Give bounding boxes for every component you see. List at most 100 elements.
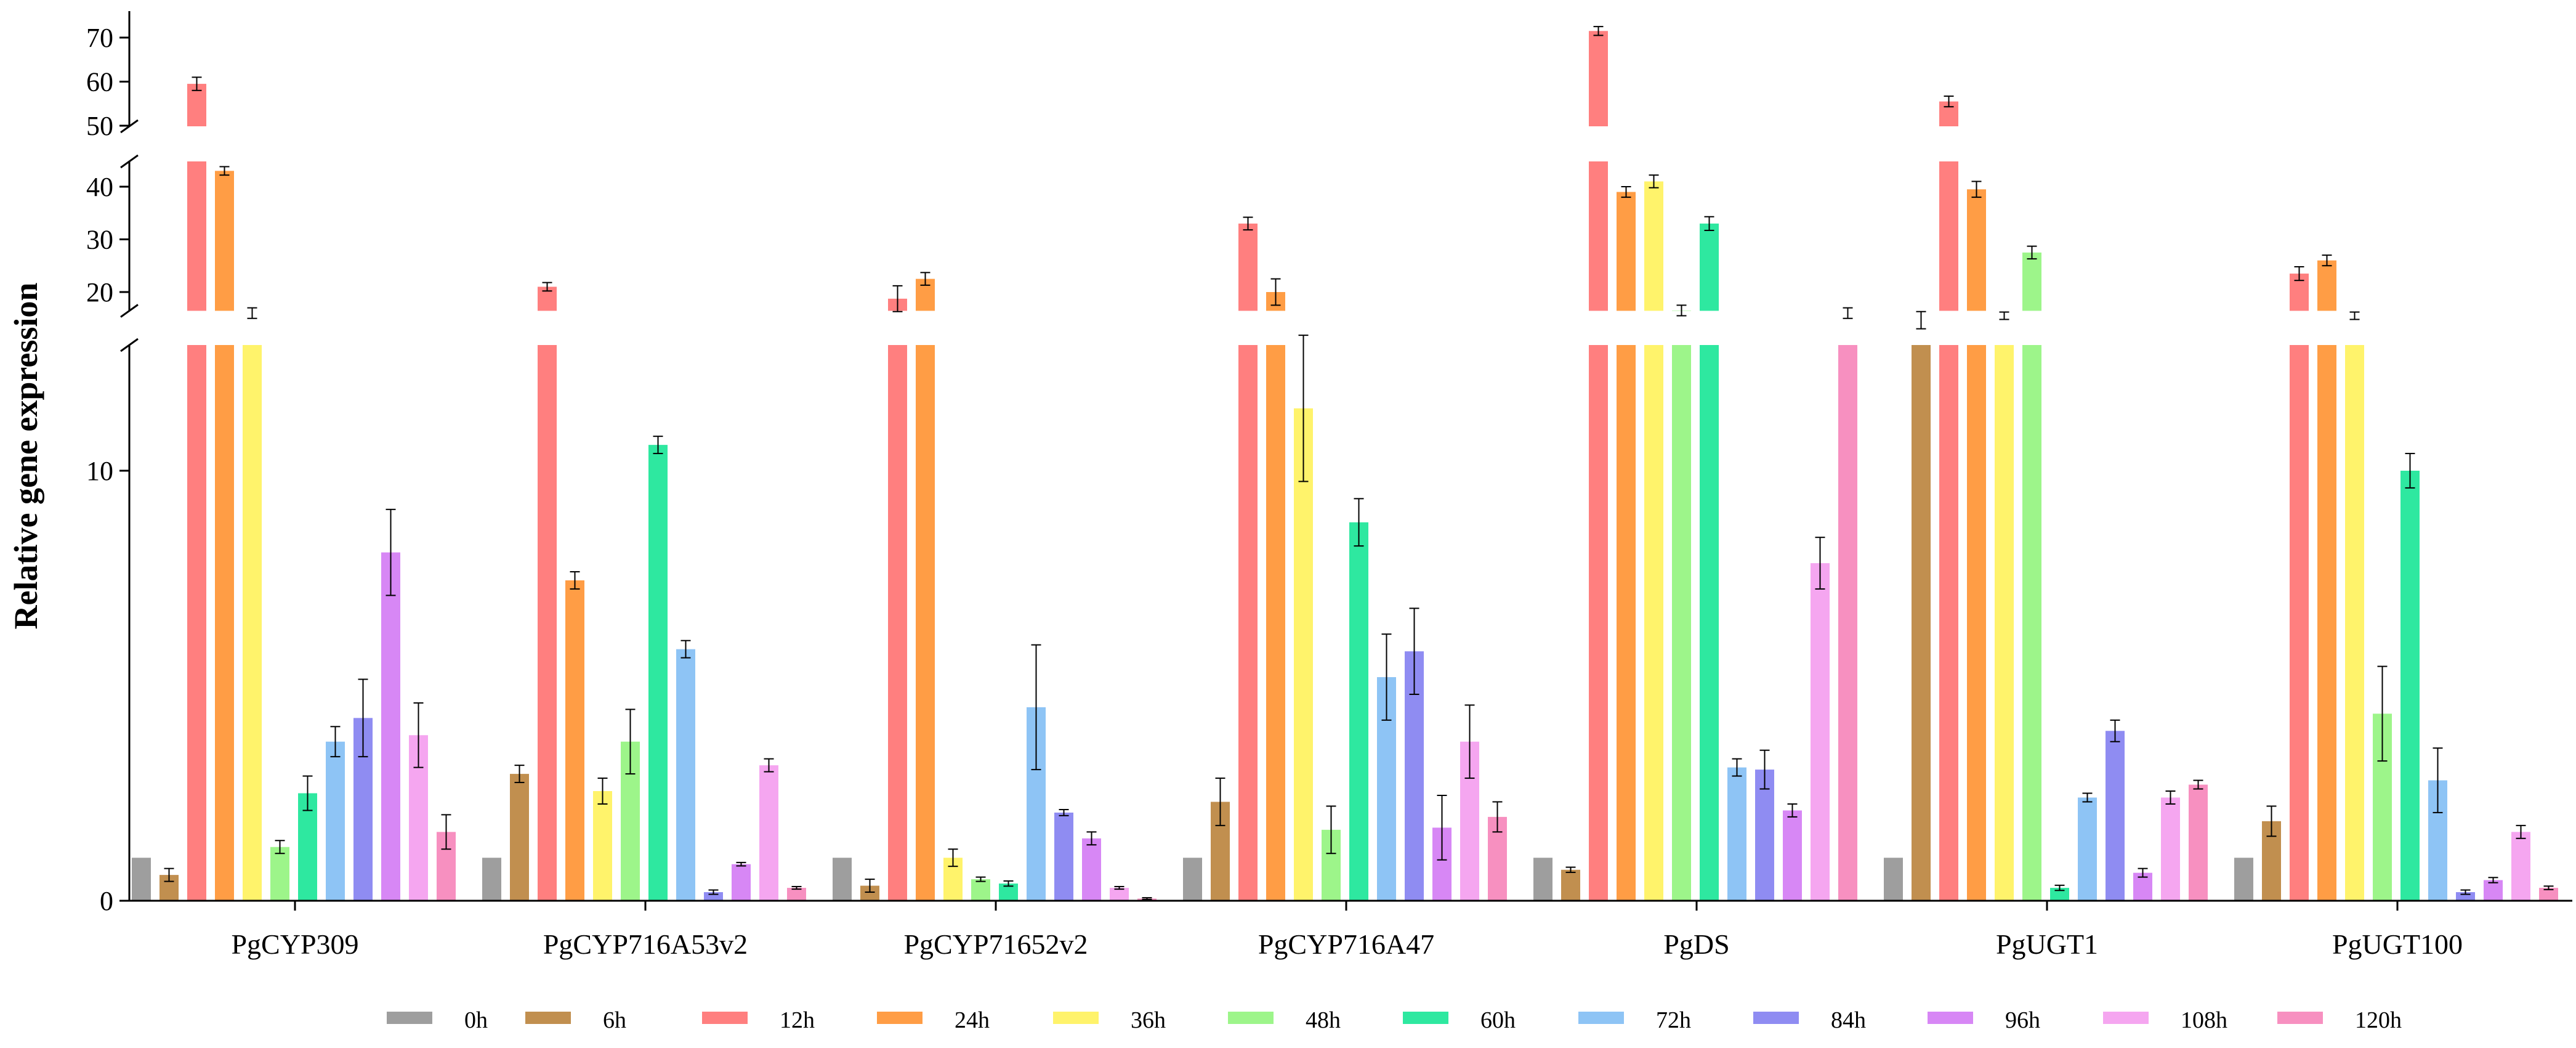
bar-36h-PgCYP716A47 bbox=[1294, 408, 1313, 901]
legend-label-96h: 96h bbox=[2005, 1007, 2040, 1033]
bar-12h-PgCYP309 bbox=[187, 84, 206, 901]
bar-60h-PgCYP716A53v2 bbox=[648, 445, 668, 901]
bar-60h-PgUGT100 bbox=[2400, 471, 2420, 901]
x-tick-label: PgUGT100 bbox=[2332, 928, 2463, 960]
bar-24h-PgDS bbox=[1617, 192, 1636, 901]
bar-24h-PgUGT100 bbox=[2317, 260, 2336, 901]
y-tick-label: 50 bbox=[86, 111, 113, 141]
bar-84h-PgDS bbox=[1755, 770, 1774, 901]
bar-60h-PgCYP309 bbox=[298, 793, 317, 901]
bar-0h-PgCYP71652v2 bbox=[833, 858, 852, 901]
bar-0h-PgCYP716A53v2 bbox=[482, 858, 501, 901]
x-tick-label: PgCYP716A47 bbox=[1258, 928, 1434, 960]
bar-36h-PgUGT1 bbox=[1995, 315, 2014, 901]
bar-120h-PgUGT100 bbox=[2539, 888, 2558, 901]
legend-label-72h: 72h bbox=[1656, 1007, 1691, 1033]
legend-swatch-24h bbox=[877, 1012, 923, 1024]
x-tick-label: PgDS bbox=[1663, 928, 1729, 960]
legend-label-60h: 60h bbox=[1480, 1007, 1516, 1033]
legend-label-24h: 24h bbox=[955, 1007, 990, 1033]
bar-72h-PgDS bbox=[1727, 767, 1746, 901]
bar-0h-PgUGT100 bbox=[2234, 858, 2253, 901]
legend-label-36h: 36h bbox=[1131, 1007, 1166, 1033]
bar-96h-PgUGT100 bbox=[2484, 880, 2503, 901]
x-tick-label: PgCYP309 bbox=[231, 928, 358, 960]
legend-swatch-36h bbox=[1053, 1012, 1099, 1024]
bar-6h-PgUGT1 bbox=[1912, 320, 1931, 901]
bar-60h-PgCYP716A47 bbox=[1349, 522, 1368, 901]
x-tick-label: PgUGT1 bbox=[1996, 928, 2098, 960]
y-tick-label: 60 bbox=[86, 67, 113, 97]
bar-48h-PgDS bbox=[1672, 310, 1691, 901]
bars-layer bbox=[132, 31, 2558, 901]
bar-12h-PgUGT1 bbox=[1939, 101, 1958, 901]
bar-108h-PgCYP716A53v2 bbox=[759, 765, 778, 901]
bar-24h-PgCYP716A47 bbox=[1266, 292, 1285, 901]
legend-swatch-12h bbox=[702, 1012, 748, 1024]
bar-108h-PgUGT100 bbox=[2511, 832, 2530, 901]
error-bars-layer bbox=[164, 26, 2554, 900]
bar-12h-PgCYP716A53v2 bbox=[538, 286, 557, 901]
y-axis-break-mark bbox=[120, 338, 139, 352]
legend-swatch-84h bbox=[1753, 1012, 1799, 1024]
legend-swatch-6h bbox=[525, 1012, 571, 1024]
legend-swatch-60h bbox=[1403, 1012, 1448, 1024]
legend-swatch-72h bbox=[1578, 1012, 1624, 1024]
bar-48h-PgCYP71652v2 bbox=[971, 879, 990, 901]
bar-96h-PgCYP71652v2 bbox=[1082, 838, 1101, 901]
bar-60h-PgUGT1 bbox=[2050, 888, 2069, 901]
bar-24h-PgCYP71652v2 bbox=[916, 278, 935, 901]
legend-swatch-96h bbox=[1928, 1012, 1973, 1024]
legend-label-0h: 0h bbox=[464, 1007, 488, 1033]
bar-84h-PgUGT1 bbox=[2106, 731, 2125, 901]
axis-break-gaps bbox=[131, 126, 2576, 345]
bar-120h-PgUGT1 bbox=[2189, 784, 2208, 901]
bar-12h-PgDS bbox=[1589, 31, 1608, 901]
x-tick-label: PgCYP71652v2 bbox=[903, 928, 1088, 960]
y-tick-label: 20 bbox=[86, 277, 113, 307]
bar-96h-PgCYP716A53v2 bbox=[732, 864, 751, 901]
legend-label-84h: 84h bbox=[1831, 1007, 1866, 1033]
bar-72h-PgUGT1 bbox=[2078, 797, 2097, 901]
bar-0h-PgCYP309 bbox=[132, 858, 151, 901]
y-tick-label: 0 bbox=[100, 886, 113, 916]
y-tick-label: 70 bbox=[86, 23, 113, 53]
bar-36h-PgCYP716A53v2 bbox=[593, 791, 612, 901]
legend-swatch-108h bbox=[2103, 1012, 2149, 1024]
axes-layer: PgCYP309 PgCYP716A53v2 PgCYP71652v2 PgCYP71… bbox=[86, 11, 2572, 960]
bar-108h-PgDS bbox=[1811, 563, 1830, 901]
bar-48h-PgUGT1 bbox=[2022, 252, 2041, 901]
legend-label-6h: 6h bbox=[603, 1007, 626, 1033]
bar-120h-PgDS bbox=[1838, 313, 1857, 901]
legend-swatch-48h bbox=[1228, 1012, 1274, 1024]
legend-label-108h: 108h bbox=[2181, 1007, 2227, 1033]
legend: 0h 6h 12h 24h 36h 48h 60h 72h 84h 96h 108h 120h bbox=[387, 1007, 2402, 1033]
bar-0h-PgDS bbox=[1533, 858, 1552, 901]
axis-break-gap-1 bbox=[131, 126, 2576, 161]
legend-label-120h: 120h bbox=[2355, 1007, 2402, 1033]
y-axis-break-mark bbox=[120, 154, 139, 169]
y-tick-label: 10 bbox=[86, 456, 113, 486]
legend-label-48h: 48h bbox=[1306, 1007, 1341, 1033]
bar-108h-PgCYP71652v2 bbox=[1110, 888, 1129, 901]
bar-0h-PgCYP716A47 bbox=[1183, 858, 1202, 901]
bar-24h-PgUGT1 bbox=[1967, 189, 1986, 901]
bar-96h-PgDS bbox=[1783, 810, 1802, 901]
bar-48h-PgCYP309 bbox=[270, 847, 289, 901]
bar-6h-PgDS bbox=[1561, 869, 1580, 901]
bar-108h-PgUGT1 bbox=[2161, 797, 2180, 901]
bar-6h-PgCYP716A53v2 bbox=[510, 774, 529, 901]
bar-72h-PgCYP309 bbox=[326, 741, 345, 901]
legend-swatch-0h bbox=[387, 1012, 432, 1024]
bar-36h-PgDS bbox=[1644, 181, 1663, 901]
legend-swatch-120h bbox=[2277, 1012, 2323, 1024]
y-axis-label: Relative gene expression bbox=[7, 283, 44, 630]
bar-0h-PgUGT1 bbox=[1884, 858, 1903, 901]
y-tick-label: 30 bbox=[86, 225, 113, 255]
legend-label-12h: 12h bbox=[780, 1007, 815, 1033]
bar-84h-PgCYP71652v2 bbox=[1054, 812, 1073, 901]
bar-12h-PgUGT100 bbox=[2290, 274, 2309, 901]
x-tick-label: PgCYP716A53v2 bbox=[543, 928, 748, 960]
